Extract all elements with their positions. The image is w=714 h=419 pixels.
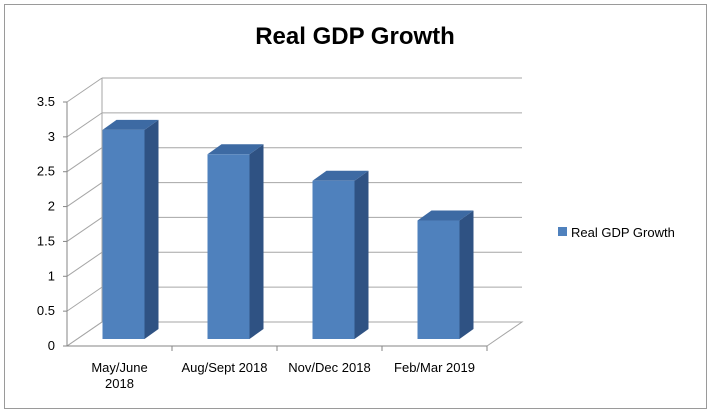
bar-side: [144, 119, 159, 339]
x-tick-label: 2018: [105, 376, 134, 391]
bar: [417, 220, 460, 339]
y-tick-label: 3: [48, 129, 55, 144]
bar: [102, 129, 145, 339]
bar-side: [459, 210, 474, 339]
y-tick-label: 0: [48, 338, 55, 353]
gridline-diagonal: [66, 217, 103, 242]
x-tick-label: May/June: [91, 360, 147, 375]
bar-top: [102, 119, 159, 130]
y-tick-label: 2.5: [37, 164, 55, 179]
x-tick-label: Aug/Sept 2018: [181, 360, 267, 375]
gridline-diagonal: [66, 77, 103, 103]
y-tick-label: 0.5: [37, 303, 55, 318]
legend-label: Real GDP Growth: [571, 225, 675, 240]
bars-layer: [102, 119, 474, 339]
bar-side: [354, 170, 369, 339]
bar-side: [249, 144, 264, 339]
y-tick-label: 2: [48, 199, 55, 214]
legend-swatch: [558, 227, 567, 236]
y-tick-label: 1: [48, 268, 55, 283]
bar-top: [312, 170, 369, 181]
bar: [207, 154, 250, 339]
legend: Real GDP Growth: [558, 225, 675, 240]
x-tick-label: Nov/Dec 2018: [288, 360, 370, 375]
bar-top: [417, 210, 474, 221]
gridline-diagonal: [66, 251, 103, 277]
gridline-diagonal: [66, 286, 103, 312]
gridline-diagonal: [66, 182, 103, 207]
gridline-diagonal: [66, 112, 103, 138]
bar: [312, 180, 355, 339]
x-tick-label: Feb/Mar 2019: [394, 360, 475, 375]
chart-title: Real GDP Growth: [255, 23, 455, 50]
y-tick-label: 3.5: [37, 94, 55, 109]
bar-top: [207, 144, 264, 155]
gridline-diagonal: [66, 147, 103, 173]
y-tick-label: 1.5: [37, 233, 55, 248]
